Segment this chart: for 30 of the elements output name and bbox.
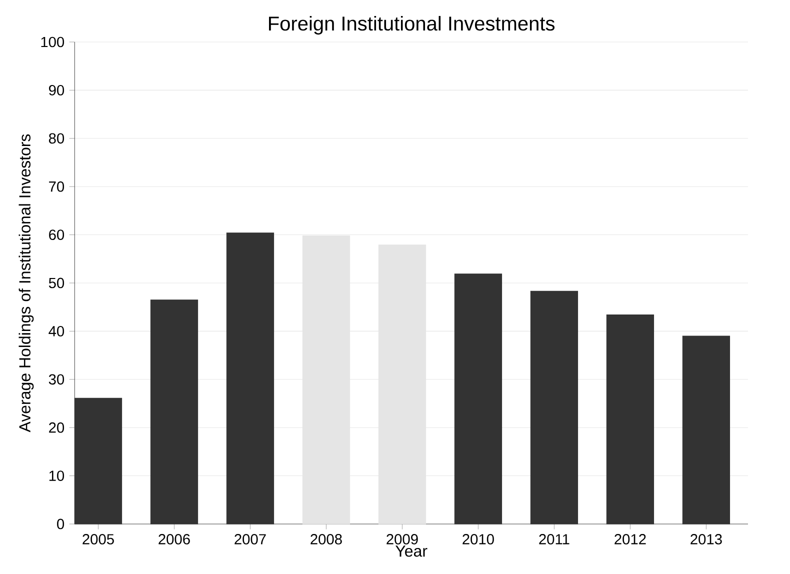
bar xyxy=(606,314,654,524)
bar xyxy=(150,300,198,524)
x-tick-label: 2012 xyxy=(614,534,646,544)
y-axis-title: Average Holdings of Institutional Investors xyxy=(18,134,34,432)
bar xyxy=(530,290,578,524)
x-axis-title: Year xyxy=(396,546,428,557)
y-tick-label: 80 xyxy=(48,133,64,144)
y-tick-label: 10 xyxy=(49,470,64,481)
x-tick-label: 2007 xyxy=(234,534,266,544)
x-tick-label: 2009 xyxy=(386,534,418,544)
bar xyxy=(74,398,122,524)
y-tick-label: 60 xyxy=(49,230,64,240)
bar xyxy=(226,232,274,524)
y-tick-label: 0 xyxy=(57,518,64,530)
y-tick-label: 100 xyxy=(41,36,64,48)
y-tick-label: 20 xyxy=(49,422,64,433)
y-tick-label: 40 xyxy=(48,326,64,336)
y-tick-label: 50 xyxy=(48,278,64,288)
y-tick-label: 30 xyxy=(48,374,64,385)
x-tick-label: 2011 xyxy=(539,534,570,544)
chart-title: Foreign Institutional Investments xyxy=(269,16,555,35)
x-tick-label: 2005 xyxy=(82,534,114,544)
y-tick-label: 70 xyxy=(49,181,64,192)
x-tick-label: 2008 xyxy=(310,534,342,544)
x-tick-label: 2010 xyxy=(462,534,494,544)
x-tick-label: 2006 xyxy=(158,534,190,544)
bar xyxy=(454,274,502,524)
x-tick-label: 2013 xyxy=(690,534,722,544)
y-tick-label: 90 xyxy=(49,85,64,96)
bar xyxy=(682,336,730,524)
